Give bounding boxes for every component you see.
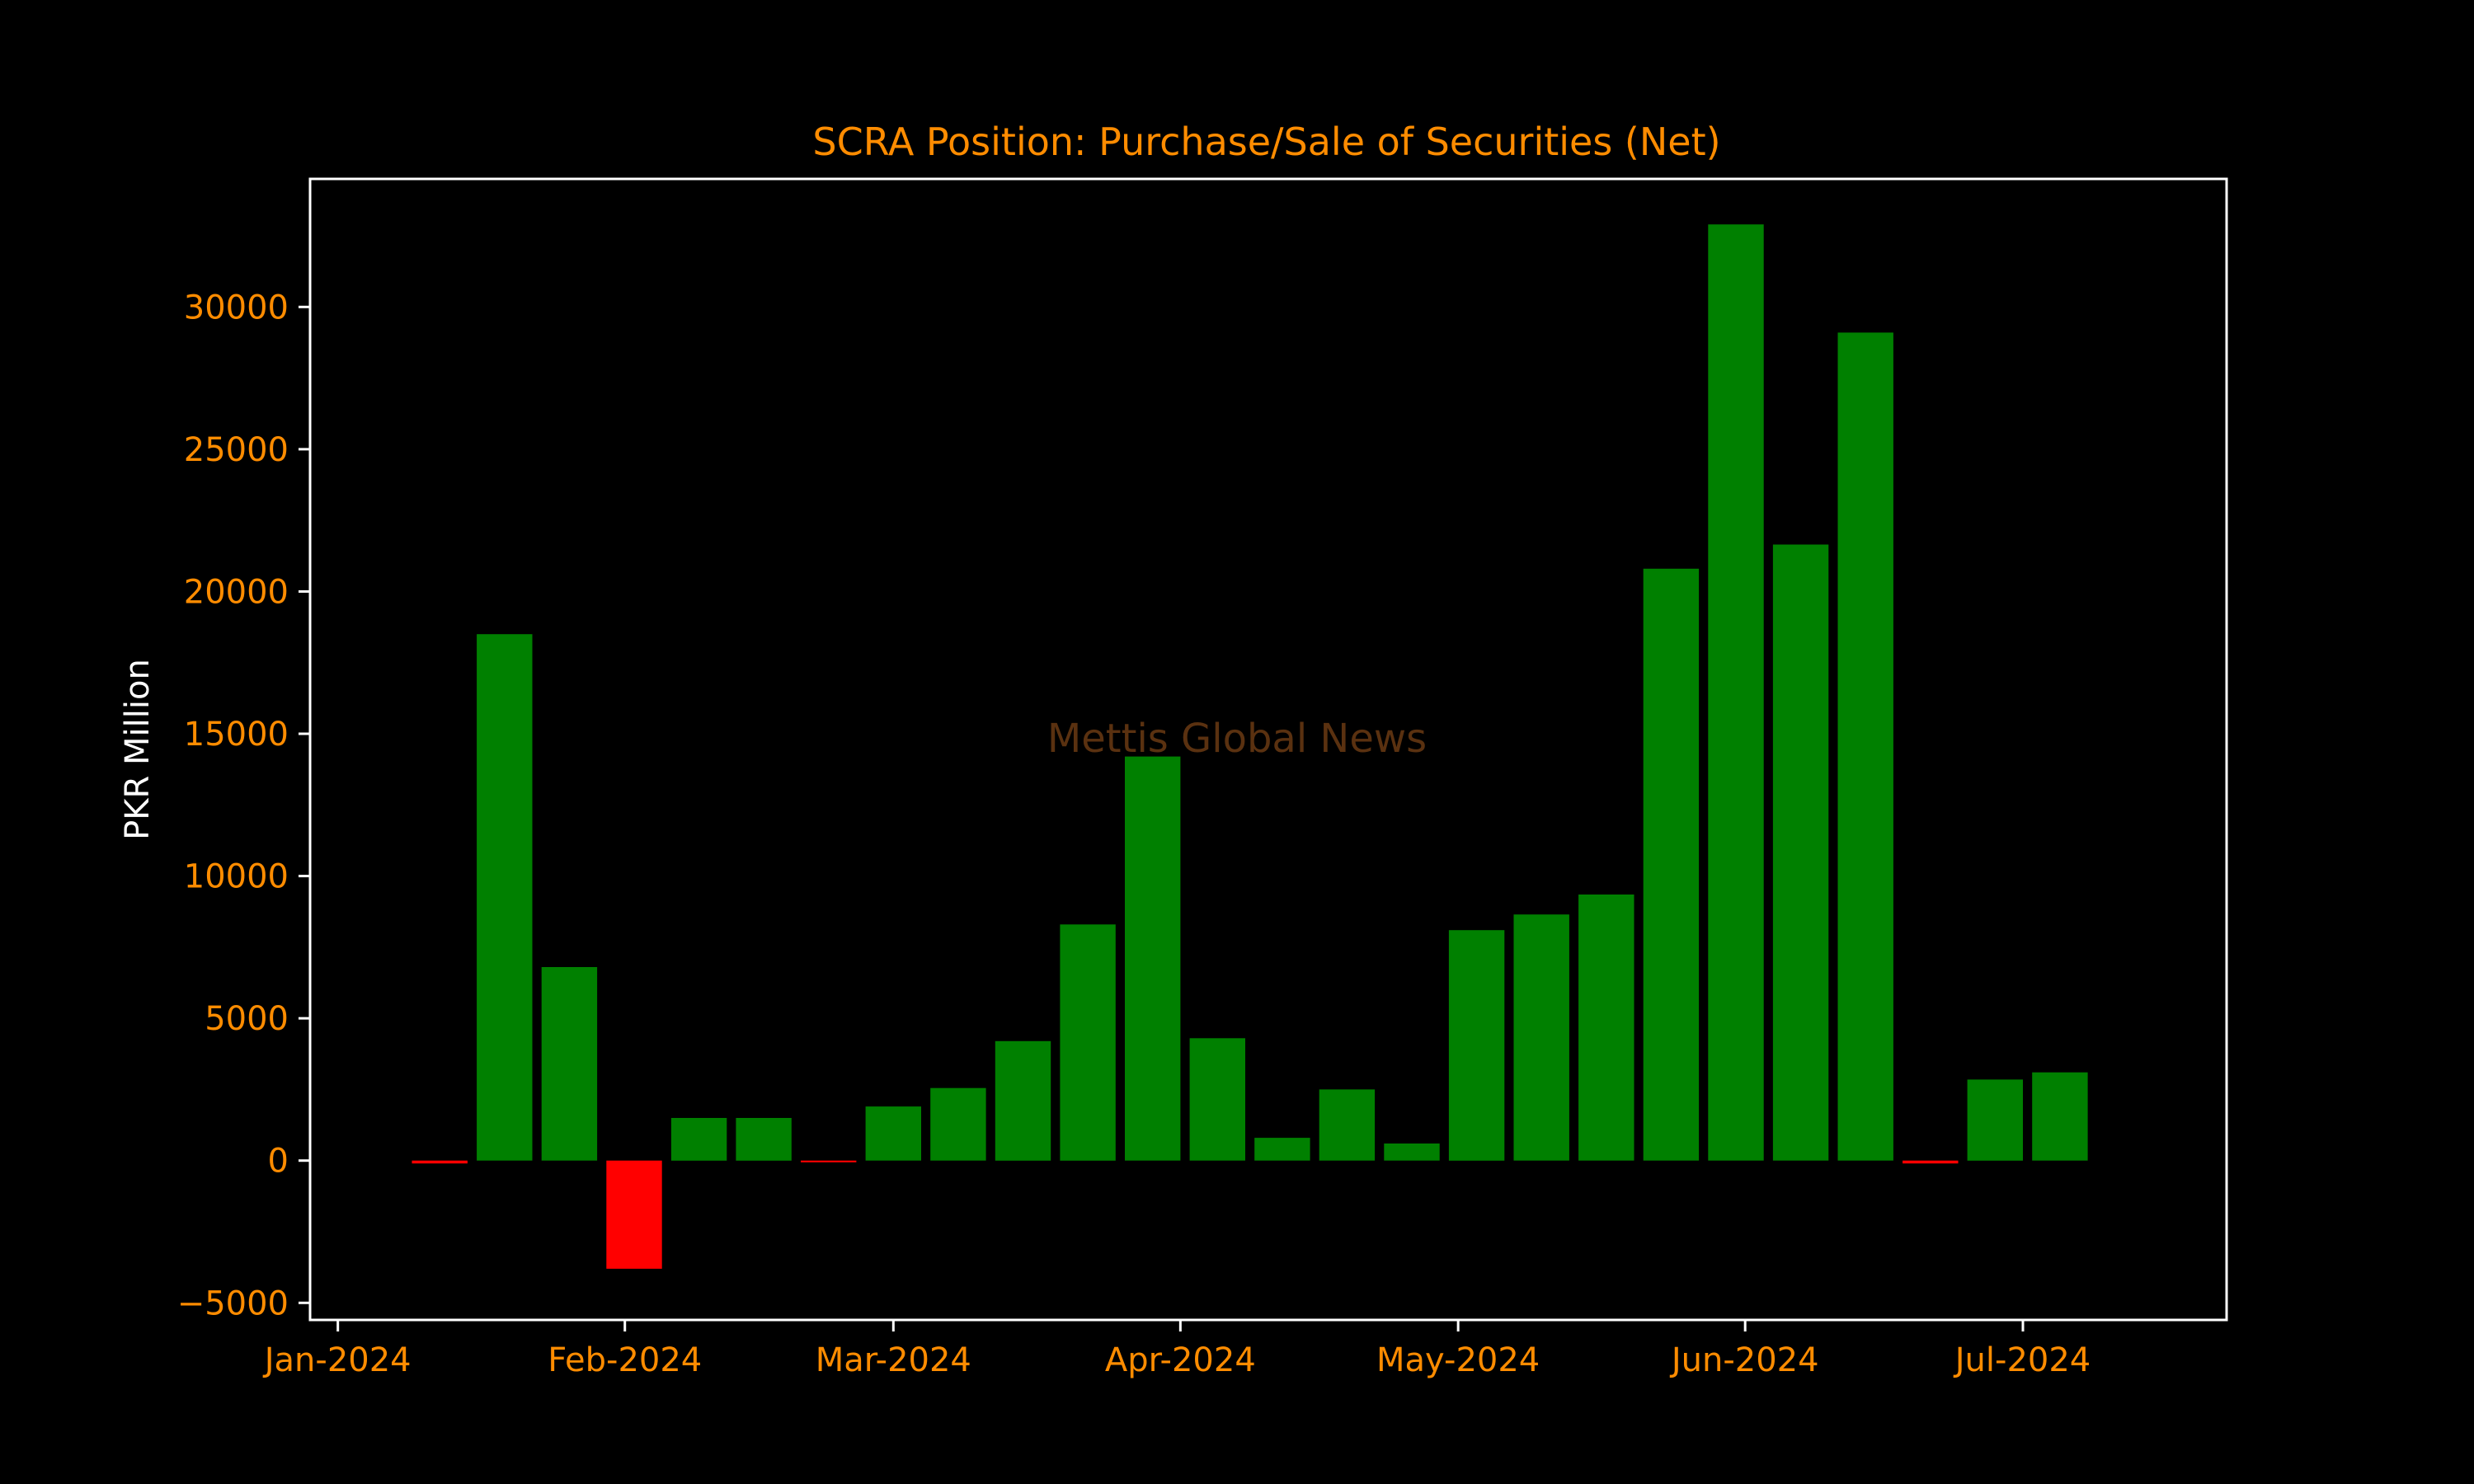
bar — [1967, 1079, 2023, 1161]
plot-frame — [308, 177, 2228, 1322]
bar — [865, 1106, 921, 1161]
y-axis-label: PKR Million — [119, 659, 157, 840]
bar — [1837, 332, 1893, 1161]
bar — [670, 1118, 727, 1161]
y-tick-label: 10000 — [184, 858, 289, 896]
watermark: Mettis Global News — [1047, 716, 1427, 762]
bar — [1254, 1138, 1310, 1161]
bar — [1578, 895, 1634, 1161]
x-tick-label: Mar-2024 — [816, 1341, 971, 1379]
chart-title: SCRA Position: Purchase/Sale of Securiti… — [812, 120, 1720, 164]
x-tick-label: Jan-2024 — [262, 1341, 412, 1379]
bar — [930, 1087, 986, 1161]
y-tick-label: −5000 — [177, 1284, 289, 1322]
bar — [1125, 756, 1181, 1161]
bar — [541, 967, 598, 1161]
bar — [1189, 1038, 1245, 1161]
x-tick-label: May-2024 — [1376, 1341, 1540, 1379]
bar — [1903, 1160, 1959, 1164]
y-tick-label: 0 — [268, 1143, 289, 1181]
bar — [1708, 224, 1764, 1161]
y-tick-label: 5000 — [205, 1000, 289, 1038]
y-tick-label: 20000 — [184, 573, 289, 611]
bar — [1513, 914, 1569, 1161]
bar — [1319, 1089, 1376, 1161]
bar — [1643, 568, 1700, 1161]
bar — [2032, 1072, 2088, 1161]
y-tick-label: 15000 — [184, 716, 289, 754]
bar — [1772, 544, 1829, 1161]
bar — [995, 1040, 1051, 1161]
bar — [801, 1160, 857, 1162]
bar — [1384, 1144, 1440, 1161]
bar — [412, 1160, 468, 1164]
x-tick-label: Jul-2024 — [1953, 1341, 2091, 1379]
y-tick-label: 30000 — [184, 289, 289, 326]
bar — [477, 634, 533, 1161]
bar — [1060, 924, 1116, 1161]
bar — [1448, 930, 1505, 1161]
x-tick-label: Feb-2024 — [548, 1341, 702, 1379]
y-tick-label: 25000 — [184, 431, 289, 469]
axes-group: −5000 0 5000 10000 15000 20000 25000 30000 Jan-2… — [177, 177, 2228, 1379]
bar — [606, 1160, 662, 1269]
bar — [736, 1118, 792, 1161]
bars-group — [412, 224, 2088, 1269]
x-tick-label: Jun-2024 — [1669, 1341, 1819, 1379]
x-tick-label: Apr-2024 — [1105, 1341, 1256, 1379]
